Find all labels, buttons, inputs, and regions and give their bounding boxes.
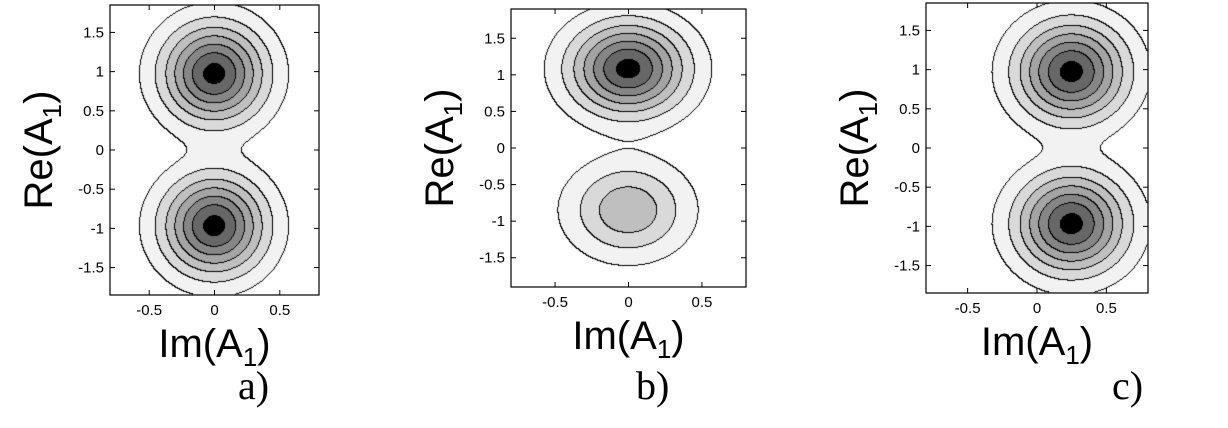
contour-fill bbox=[110, 5, 319, 295]
y-tick-label: 0.5 bbox=[484, 103, 505, 120]
panel-label-a: a) bbox=[238, 362, 269, 409]
panel-label-c: c) bbox=[1112, 362, 1143, 409]
x-tick-label: 0 bbox=[1033, 300, 1041, 317]
y-tick-label: 0.5 bbox=[83, 103, 104, 120]
y-tick-label: 0 bbox=[497, 140, 505, 157]
panel-label-b: b) bbox=[636, 362, 669, 409]
y-tick-label: 1 bbox=[96, 64, 104, 81]
y-axis-label: Re(A1) bbox=[833, 89, 883, 208]
contour-fill bbox=[511, 9, 746, 287]
y-tick-label: -1.5 bbox=[479, 250, 505, 267]
panel-b: -1.5 -1 -0.5 0 0.5 1 1.5 -0.5 0 0.5 Im(A1) Re(A1) b… bbox=[410, 0, 810, 428]
y-tick-label: -1.5 bbox=[894, 258, 920, 275]
x-tick-label: -0.5 bbox=[542, 294, 568, 311]
panel-c: -1.5 -1 -0.5 0 0.5 1 1.5 -0.5 0 0.5 Im(A1) Re(A1) c… bbox=[818, 0, 1218, 428]
contour-plot-c: -1.5-1-0.500.511.5-0.5 0 0.5Im(A1)Re(A1) bbox=[818, 0, 1218, 428]
y-tick-label: -1.5 bbox=[78, 260, 104, 277]
contour-plot-a: -1.5-1-0.500.511.5-0.5 0 0.5Im(A1)Re(A1) bbox=[10, 0, 410, 428]
x-tick-label: -0.5 bbox=[136, 302, 162, 319]
y-axis-label: Re(A1) bbox=[418, 89, 468, 208]
x-axis-label: Im(A1) bbox=[572, 314, 684, 364]
x-tick-label: 0 bbox=[624, 294, 632, 311]
y-tick-label: 1.5 bbox=[83, 24, 104, 41]
y-tick-label: -1 bbox=[91, 220, 104, 237]
y-tick-label: 0 bbox=[96, 142, 104, 159]
y-tick-label: 0.5 bbox=[899, 101, 920, 118]
x-tick-label: -0.5 bbox=[955, 300, 981, 317]
contour-plot-b: -1.5 -1 -0.5 0 0.5 1 1.5 -0.5 0 0.5 Im(A1) Re(A1) bbox=[410, 0, 810, 428]
x-axis-label: Im(A1) bbox=[981, 320, 1093, 370]
y-tick-label: -0.5 bbox=[479, 177, 505, 194]
x-tick-label: 0.5 bbox=[692, 294, 713, 311]
y-axis-label: Re(A1) bbox=[17, 91, 67, 210]
y-tick-label: -1 bbox=[907, 218, 920, 235]
y-tick-label: -0.5 bbox=[78, 181, 104, 198]
y-tick-label: 0 bbox=[912, 140, 920, 157]
x-tick-label: 0.5 bbox=[269, 302, 290, 319]
y-tick-label: -1 bbox=[492, 213, 505, 230]
x-tick-label: 0 bbox=[210, 302, 218, 319]
panel-a: -1.5 -1 -0.5 0 0.5 1 1.5 -0.5 0 0.5 Im(A1) Re(A1) a… bbox=[10, 0, 410, 428]
x-tick-label: 0.5 bbox=[1096, 300, 1117, 317]
y-tick-label: 1 bbox=[912, 62, 920, 79]
y-tick-label: 1.5 bbox=[484, 30, 505, 47]
y-tick-label: -0.5 bbox=[894, 179, 920, 196]
contour-fill bbox=[926, 3, 1148, 293]
y-tick-label: 1 bbox=[497, 67, 505, 84]
y-tick-label: 1.5 bbox=[899, 22, 920, 39]
